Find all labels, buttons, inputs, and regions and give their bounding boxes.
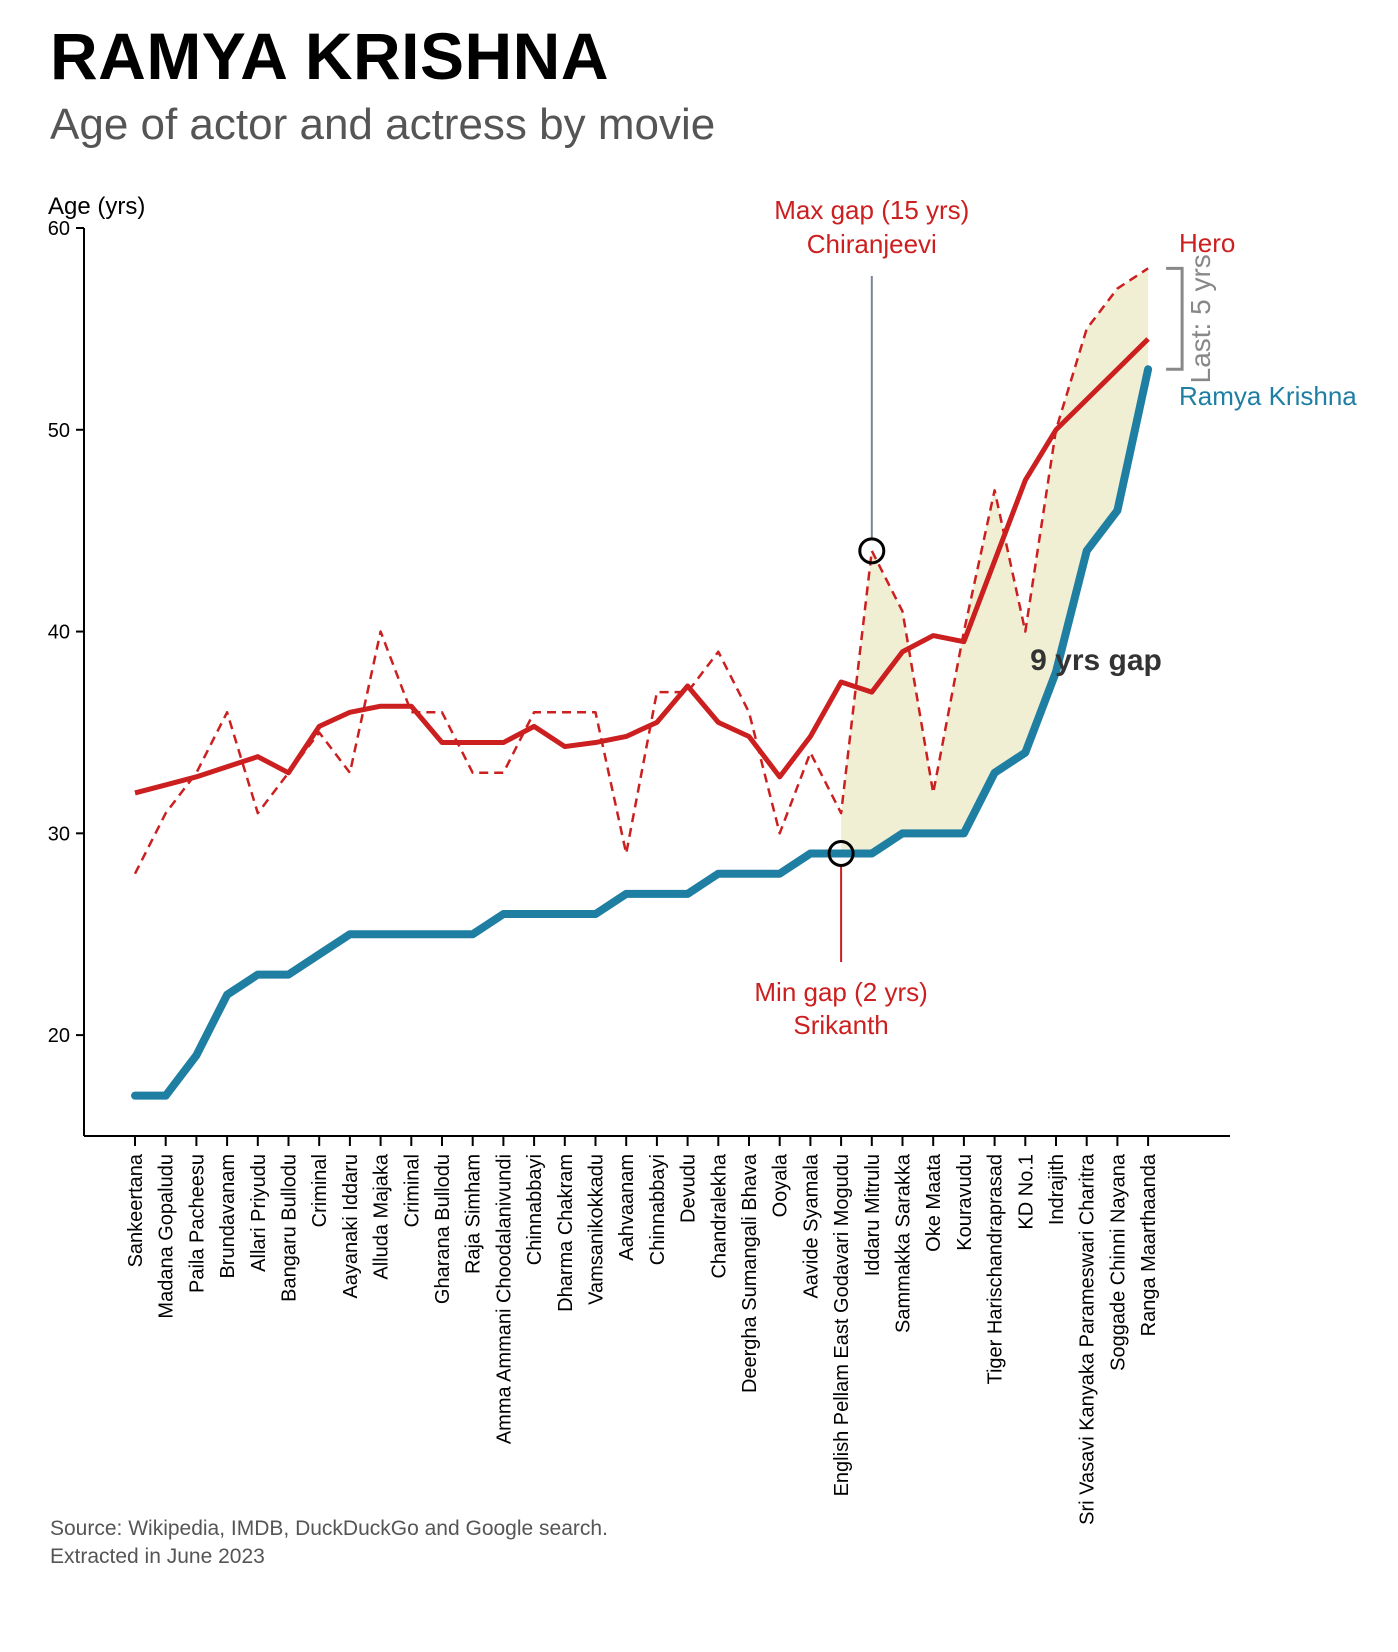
last-gap-bracket — [1166, 266, 1184, 371]
x-tick-label: Amma Ammani Choodalanivundi — [493, 1154, 515, 1444]
x-tick-label: Oke Maata — [923, 1153, 945, 1252]
x-tick-label: Dharma Chakram — [555, 1154, 577, 1312]
x-tick-label: Sankeertana — [125, 1153, 147, 1267]
x-tick-label: Criminal — [309, 1154, 331, 1227]
min-gap-name: Srikanth — [793, 1010, 888, 1040]
last-gap-label: Last: 5 yrs — [1185, 254, 1216, 383]
y-tick-label: 40 — [48, 622, 70, 644]
x-tick-label: Chinnabbayi — [524, 1154, 546, 1265]
x-tick-label: Aayanaki Iddaru — [340, 1154, 362, 1299]
min-gap-marker — [827, 840, 855, 868]
x-tick-label: Raja Simham — [463, 1154, 485, 1274]
x-tick-label: Ooyala — [770, 1153, 792, 1217]
x-tick-label: Indrajith — [1046, 1154, 1068, 1225]
series-layer — [131, 267, 1153, 1100]
x-tick-label: Allari Priyudu — [248, 1154, 270, 1272]
x-tick-label: Soggade Chinni Nayana — [1107, 1153, 1129, 1371]
extraction-date: Extracted in June 2023 — [50, 1545, 265, 1568]
x-tick-label: Aavide Syamala — [800, 1153, 822, 1298]
x-tick-label: Alluda Majaka — [371, 1153, 393, 1280]
x-tick-label: Kouravudu — [954, 1154, 976, 1251]
x-tick-label: Criminal — [401, 1154, 423, 1227]
x-tick-label: Tiger Harischandraprasad — [985, 1154, 1007, 1384]
ramya-krishna-series-label: Ramya Krishna — [1179, 381, 1357, 411]
axes-layer: 20 30 40 50 60 Sankeertana Madana Gopaludu Pail… — [48, 218, 1230, 1525]
source-line: Source: Wikipedia, IMDB, DuckDuckGo and … — [50, 1517, 608, 1540]
x-tick-label: Ranga Maarthaanda — [1138, 1153, 1160, 1336]
ramya-krishna-age-line — [131, 365, 1153, 1100]
x-tick-label: Sammakka Sarakka — [893, 1153, 915, 1333]
max-gap-marker — [858, 537, 886, 565]
x-tick-label: Sri Vasavi Kanyaka Parameswari Charitra — [1077, 1153, 1099, 1525]
y-tick-label: 20 — [48, 1025, 70, 1047]
chart-title: RAMYA KRISHNA — [50, 19, 609, 93]
y-tick-label: 30 — [48, 823, 70, 845]
source-note: Source: Wikipedia, IMDB, DuckDuckGo and … — [50, 1515, 608, 1571]
x-tick-label: Madana Gopaludu — [156, 1154, 178, 1319]
x-tick-label: Bangaru Bullodu — [279, 1154, 301, 1302]
x-tick-label: Gharana Bullodu — [432, 1154, 454, 1304]
x-tick-label: Chandralekha — [708, 1153, 730, 1278]
x-tick-label: English Pellam East Godavari Mogudu — [831, 1154, 853, 1496]
x-tick-label: Chinnabbayi — [647, 1154, 669, 1265]
min-gap-label: Min gap (2 yrs) — [754, 977, 927, 1007]
y-tick-label: 50 — [48, 420, 70, 442]
y-tick-label: 60 — [48, 218, 70, 240]
x-tick-label: Aahvaanam — [616, 1154, 638, 1261]
x-tick-label: KD No.1 — [1015, 1154, 1037, 1230]
annotation-layer: Max gap (15 yrs) Chiranjeevi Min gap (2 yr… — [754, 195, 1357, 1040]
hero-series-label: Hero — [1179, 228, 1235, 258]
y-axis-label: Age (yrs) — [48, 193, 145, 220]
x-tick-label: Brundavanam — [217, 1154, 239, 1279]
x-tick-label: Devudu — [678, 1154, 700, 1223]
max-gap-label: Max gap (15 yrs) — [774, 195, 969, 225]
average-gap-label: 9 yrs gap — [1030, 644, 1162, 677]
hero-trend-line — [134, 337, 1150, 796]
chart-subtitle: Age of actor and actress by movie — [50, 100, 716, 149]
max-gap-name: Chiranjeevi — [807, 229, 937, 259]
x-tick-label: Iddaru Mitrulu — [862, 1154, 884, 1276]
x-tick-label: Paila Pacheesu — [186, 1154, 208, 1293]
x-tick-label: Deergha Sumangali Bhava — [739, 1153, 761, 1393]
x-tick-label: Vamsanikokkadu — [586, 1154, 608, 1305]
